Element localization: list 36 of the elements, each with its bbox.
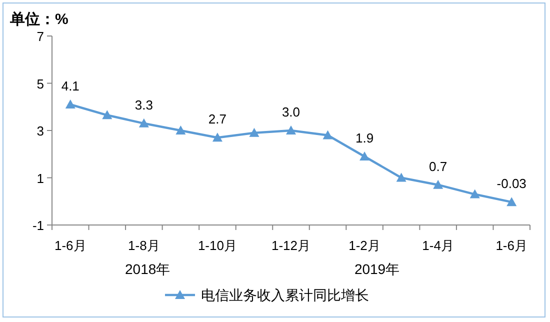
data-label: 3.0 xyxy=(282,104,300,120)
data-label: 4.1 xyxy=(61,78,80,94)
x-tick-label: 1-12月 xyxy=(271,238,311,253)
x-tick-label: 1-8月 xyxy=(128,238,160,253)
y-tick-label: -1 xyxy=(32,218,44,233)
point xyxy=(433,180,444,189)
point xyxy=(322,130,333,140)
point xyxy=(212,132,222,142)
x-tick-label: 1-2月 xyxy=(348,238,380,253)
legend-label: 电信业务收入累计同比增长 xyxy=(201,287,369,303)
point xyxy=(286,126,296,134)
data-label: 2.7 xyxy=(208,112,226,127)
data-label: 0.7 xyxy=(429,158,448,174)
x-tick-label: 1-4月 xyxy=(422,238,454,253)
x-tick-label: 1-6月 xyxy=(54,238,86,253)
text: 2019年 xyxy=(354,261,400,277)
x-tick-label: 1-10月 xyxy=(198,238,237,253)
point xyxy=(396,172,406,182)
data-label: 3.3 xyxy=(134,97,153,112)
point xyxy=(506,197,517,206)
point xyxy=(249,128,260,137)
point xyxy=(470,189,480,198)
y-tick-label: 1 xyxy=(36,170,44,186)
y-axis-title: 单位：% xyxy=(9,11,68,28)
point xyxy=(360,151,370,160)
y-tick-label: 5 xyxy=(36,76,44,92)
point xyxy=(138,118,149,128)
point xyxy=(65,100,76,109)
point xyxy=(102,110,112,120)
x-tick-label: 1-6月 xyxy=(496,238,528,253)
y-tick-label: 7 xyxy=(36,29,44,44)
data-label: -0.03 xyxy=(496,176,526,192)
text: 2018年 xyxy=(125,261,170,277)
data-label: 1.9 xyxy=(356,130,374,146)
y-tick-label: 3 xyxy=(36,124,44,138)
point xyxy=(176,126,186,134)
